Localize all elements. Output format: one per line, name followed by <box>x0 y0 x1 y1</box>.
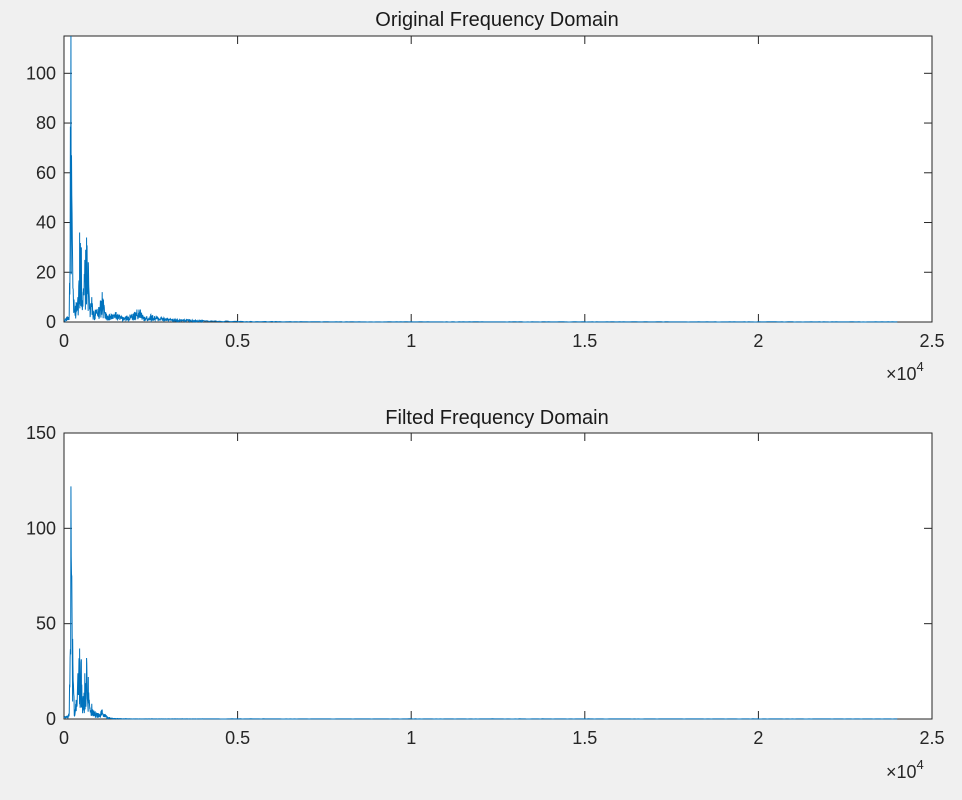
y-tick-label: 100 <box>26 63 56 83</box>
series-line <box>63 35 898 324</box>
y-tick-label: 50 <box>36 614 56 634</box>
chart-title: Filted Frequency Domain <box>385 407 608 429</box>
x-tick-label: 0.5 <box>225 331 250 351</box>
y-tick-label: 0 <box>46 709 56 729</box>
plot-area <box>63 35 933 323</box>
x-tick-label: 1 <box>406 331 416 351</box>
y-tick-label: 100 <box>26 518 56 538</box>
x-tick-label: 2.5 <box>919 331 944 351</box>
subplot-filtered: Filted Frequency Domain 0 0.5 1 1.5 2 2.5 0 50 1… <box>26 407 945 782</box>
axis-ticks: 0 0.5 1 1.5 2 2.5 0 20 40 60 80 100 <box>26 36 945 351</box>
x-tick-label: 0 <box>59 331 69 351</box>
x-tick-label: 2.5 <box>919 728 944 748</box>
subplot-original: Original Frequency Domain 0 0.5 1 1.5 2 2.5 0 2… <box>26 9 945 384</box>
x-tick-label: 0 <box>59 728 69 748</box>
axis-ticks: 0 0.5 1 1.5 2 2.5 0 50 100 150 <box>26 423 945 748</box>
y-tick-label: 60 <box>36 163 56 183</box>
y-tick-label: 80 <box>36 113 56 133</box>
x-tick-label: 2 <box>753 728 763 748</box>
series-path <box>63 35 898 324</box>
series-path <box>63 486 898 720</box>
y-tick-label: 0 <box>46 312 56 332</box>
chart-title: Original Frequency Domain <box>375 9 618 31</box>
x-tick-label: 0.5 <box>225 728 250 748</box>
x-exponent-label: ×104 <box>886 359 924 384</box>
x-tick-label: 1.5 <box>572 331 597 351</box>
plot-area <box>63 432 933 720</box>
series-line <box>63 486 898 720</box>
x-tick-label: 1.5 <box>572 728 597 748</box>
x-tick-label: 2 <box>753 331 763 351</box>
y-tick-label: 40 <box>36 213 56 233</box>
x-exponent-label: ×104 <box>886 757 924 782</box>
y-tick-label: 20 <box>36 262 56 282</box>
x-tick-label: 1 <box>406 728 416 748</box>
y-tick-label: 150 <box>26 423 56 443</box>
